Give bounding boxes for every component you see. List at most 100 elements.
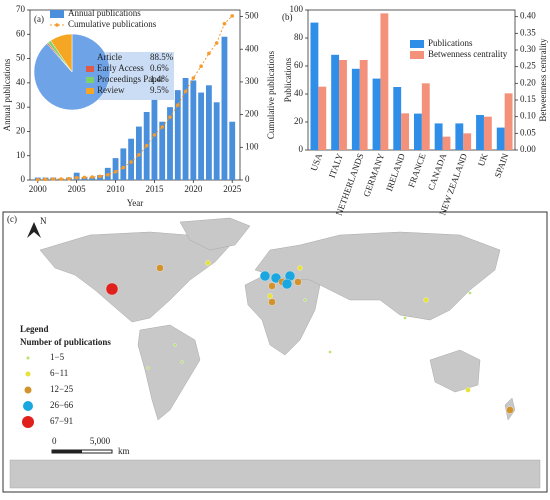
x-tick-label: 2000 <box>29 184 48 194</box>
map-point <box>270 272 282 284</box>
legend-label: Publications <box>428 38 473 48</box>
map-point <box>268 298 276 306</box>
legend-label: 1−5 <box>50 352 65 362</box>
x-tick-label: UK <box>476 151 490 167</box>
pie-slice <box>50 33 73 73</box>
map-point <box>294 278 302 286</box>
point <box>51 177 56 181</box>
x-axis-label: Year <box>127 198 144 208</box>
legend-label: 12−25 <box>50 384 74 394</box>
plot-frame <box>29 9 241 181</box>
point <box>105 172 110 177</box>
y2-tick-label: 100 <box>245 141 259 151</box>
point <box>90 175 95 179</box>
map-point <box>259 270 271 282</box>
point <box>160 125 165 129</box>
pie-value-label: 9.5% <box>150 85 169 95</box>
y-tick-label: 0 <box>299 144 304 154</box>
legend-label: Proceedings Paper <box>97 74 164 84</box>
pie-value-label: 0.6% <box>150 63 169 73</box>
map-point <box>156 264 164 272</box>
map-point <box>423 297 429 303</box>
panel-label: (b) <box>282 12 293 22</box>
legend-label: Review <box>97 85 125 95</box>
legend-swatch <box>50 10 64 18</box>
y2-tick-label: 0.35 <box>520 27 536 37</box>
point <box>168 115 172 120</box>
point <box>35 177 40 182</box>
y2-tick-label: 400 <box>245 43 259 53</box>
point <box>199 64 203 69</box>
point <box>144 143 149 148</box>
y2-tick-label: 0.05 <box>520 127 536 137</box>
y-tick-label: 70 <box>16 4 26 14</box>
point <box>175 103 180 107</box>
map-point <box>267 293 273 299</box>
map-point <box>205 260 211 266</box>
y-tick-label: 20 <box>16 125 26 135</box>
legend-symbol <box>25 371 31 377</box>
map-panel: (c) N Legend Number of publications 1−5 6−11 1… <box>2 211 548 493</box>
map-point <box>465 387 471 393</box>
bar <box>182 78 189 180</box>
bar <box>151 99 158 180</box>
legend-swatch <box>86 88 94 94</box>
plot-frame <box>307 9 516 151</box>
north-label: N <box>40 216 47 226</box>
legend-label: Early Access <box>97 63 144 73</box>
panel-label: (c) <box>7 214 17 224</box>
map-point <box>506 406 514 414</box>
point <box>191 76 196 80</box>
point <box>82 175 87 180</box>
point <box>43 177 48 182</box>
y-tick-label: 10 <box>16 150 26 160</box>
legend-subtitle: Number of publications <box>20 337 111 347</box>
y2-tick-label: 0.15 <box>520 94 536 104</box>
bar <box>229 121 236 180</box>
bar <box>351 68 360 150</box>
legend-label: 6−11 <box>50 368 68 378</box>
bar <box>413 113 422 150</box>
y-tick-label: 60 <box>16 28 26 38</box>
land <box>9 217 541 489</box>
y-tick-label: 40 <box>294 88 304 98</box>
point <box>230 14 235 18</box>
y-tick-label: 30 <box>16 101 26 111</box>
pie-value-label: 88.5% <box>150 52 174 62</box>
scale-label: 5,000 <box>90 436 111 446</box>
y2-tick-label: 0.10 <box>520 111 536 121</box>
point <box>183 89 188 94</box>
point <box>113 170 118 174</box>
legend-label: Cumulative publications <box>68 19 157 29</box>
legend-swatch <box>86 77 94 83</box>
map-point <box>268 282 276 290</box>
x-tick-label: 2005 <box>68 184 87 194</box>
legend-symbol <box>26 356 30 360</box>
legend-label: Betwenness centrality <box>428 49 508 59</box>
map-point <box>146 366 150 370</box>
map-point <box>328 350 332 354</box>
y-tick-label: 60 <box>294 60 304 70</box>
y-tick-label: 50 <box>16 53 26 63</box>
map-point <box>468 291 472 295</box>
point <box>67 176 71 181</box>
point <box>152 133 157 137</box>
y-tick-label: 80 <box>294 32 304 42</box>
bar <box>504 93 513 150</box>
legend-label: 26−66 <box>50 400 74 410</box>
point <box>129 160 133 164</box>
x-tick-label: 2020 <box>184 184 203 194</box>
bar <box>393 87 402 150</box>
point <box>74 175 79 180</box>
point <box>98 174 102 179</box>
bar <box>310 22 319 151</box>
legend-title: Legend <box>20 324 49 334</box>
bar <box>331 54 340 150</box>
bar <box>372 78 381 150</box>
legend-label: 67−91 <box>50 416 73 426</box>
bar <box>112 158 119 180</box>
x-tick-label: 2025 <box>223 184 242 194</box>
bar <box>221 36 228 180</box>
y2-tick-label: 0.30 <box>520 44 536 54</box>
bar <box>174 90 181 180</box>
